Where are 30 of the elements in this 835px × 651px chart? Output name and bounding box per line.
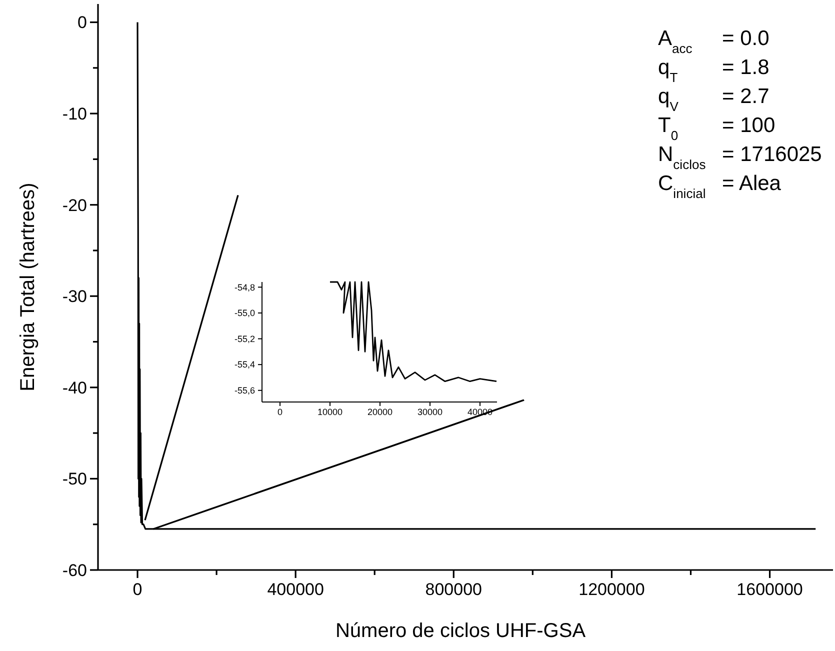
y-tick-label: -55,0	[234, 308, 255, 318]
y-tick-label: -55,4	[234, 360, 255, 370]
text: q$_{T}$ = 1.8	[658, 56, 770, 84]
line-series	[329, 281, 498, 382]
y-tick-label: -40	[62, 378, 87, 398]
x-tick-label: 400000	[267, 580, 324, 599]
y-tick-label: -10	[62, 104, 87, 124]
x-tick-label: 1200000	[578, 580, 645, 599]
x-tick-label: 800000	[425, 580, 482, 599]
y-tick-label: -30	[62, 287, 87, 306]
y-tick-label: -20	[62, 196, 87, 215]
y-tick-label: -50	[62, 470, 87, 489]
y-tick-label: -55,6	[234, 386, 255, 396]
y-tick-label: -54,8	[234, 282, 255, 292]
text: A$_{acc}$ = 0.0	[658, 27, 770, 56]
y-axis-title: Energia Total (hartrees)	[17, 182, 39, 392]
x-tick-label: 20000	[367, 407, 393, 417]
x-tick-label: 1600000	[736, 580, 803, 599]
y-tick-label: -55,2	[234, 334, 255, 344]
text: T$_{0}$ = 100	[658, 114, 776, 142]
text: C$_{inicial}$ = Alea	[658, 172, 781, 200]
text: q$_{V}$ = 2.7	[658, 85, 770, 114]
y-tick-label: -60	[62, 560, 87, 580]
x-axis-title: Número de ciclos UHF-GSA	[335, 620, 586, 642]
x-tick-label: 30000	[417, 407, 443, 417]
x-tick-label: 10000	[317, 407, 343, 417]
x-tick-label: 0	[132, 580, 142, 599]
x-tick-label: 0	[277, 407, 283, 417]
text: N$_{ciclos}$ = 1716025	[658, 143, 822, 172]
y-tick-label: 0	[78, 13, 87, 32]
